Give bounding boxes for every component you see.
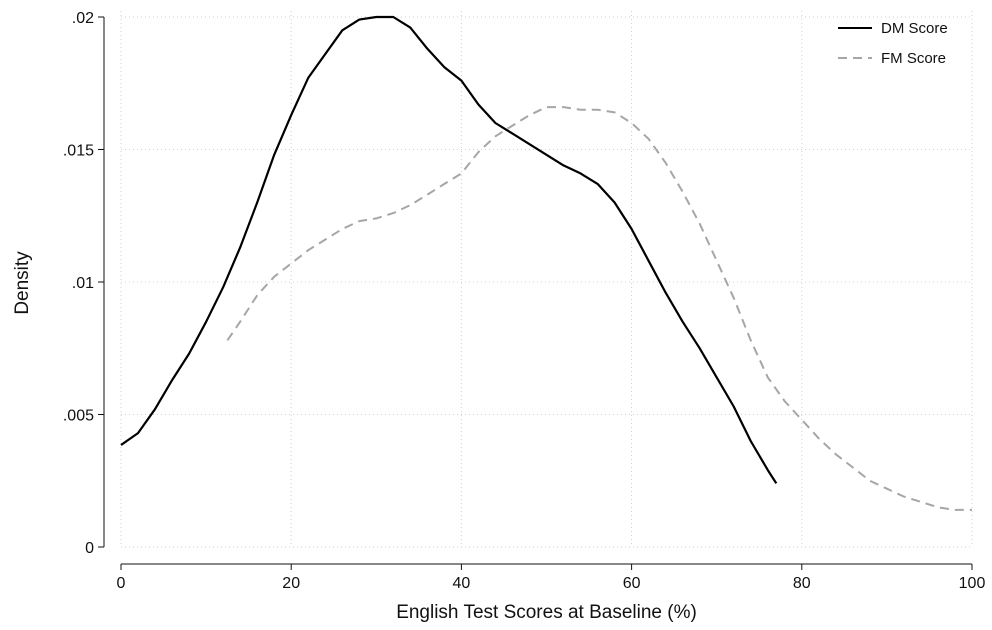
x-tick-label-0: 0	[117, 575, 126, 592]
y-tick-label-4: .02	[72, 10, 94, 27]
x-tick-label-3: 60	[623, 575, 641, 592]
axes: 0 20 40 60 80 100 0 .005 .01 .015 .02	[63, 10, 986, 592]
legend-label-0: DM Score	[881, 20, 948, 37]
x-axis-title: English Test Scores at Baseline (%)	[396, 602, 697, 623]
y-tick-label-2: .01	[72, 275, 94, 292]
y-tick-label-0: 0	[85, 540, 94, 557]
y-tick-label-1: .005	[63, 408, 94, 425]
legend-label-1: FM Score	[881, 50, 946, 67]
y-tick-label-3: .015	[63, 143, 94, 160]
y-axis-title: Density	[12, 251, 33, 315]
x-tick-label-5: 100	[959, 575, 986, 592]
series-group	[120, 15, 972, 511]
grid	[120, 11, 973, 548]
series-line-fm-score	[226, 106, 972, 511]
x-tick-label-2: 40	[453, 575, 471, 592]
x-tick-label-4: 80	[793, 575, 811, 592]
legend: DM Score FM Score	[838, 20, 948, 67]
x-tick-label-1: 20	[282, 575, 300, 592]
series-line-dm-score	[120, 15, 778, 484]
